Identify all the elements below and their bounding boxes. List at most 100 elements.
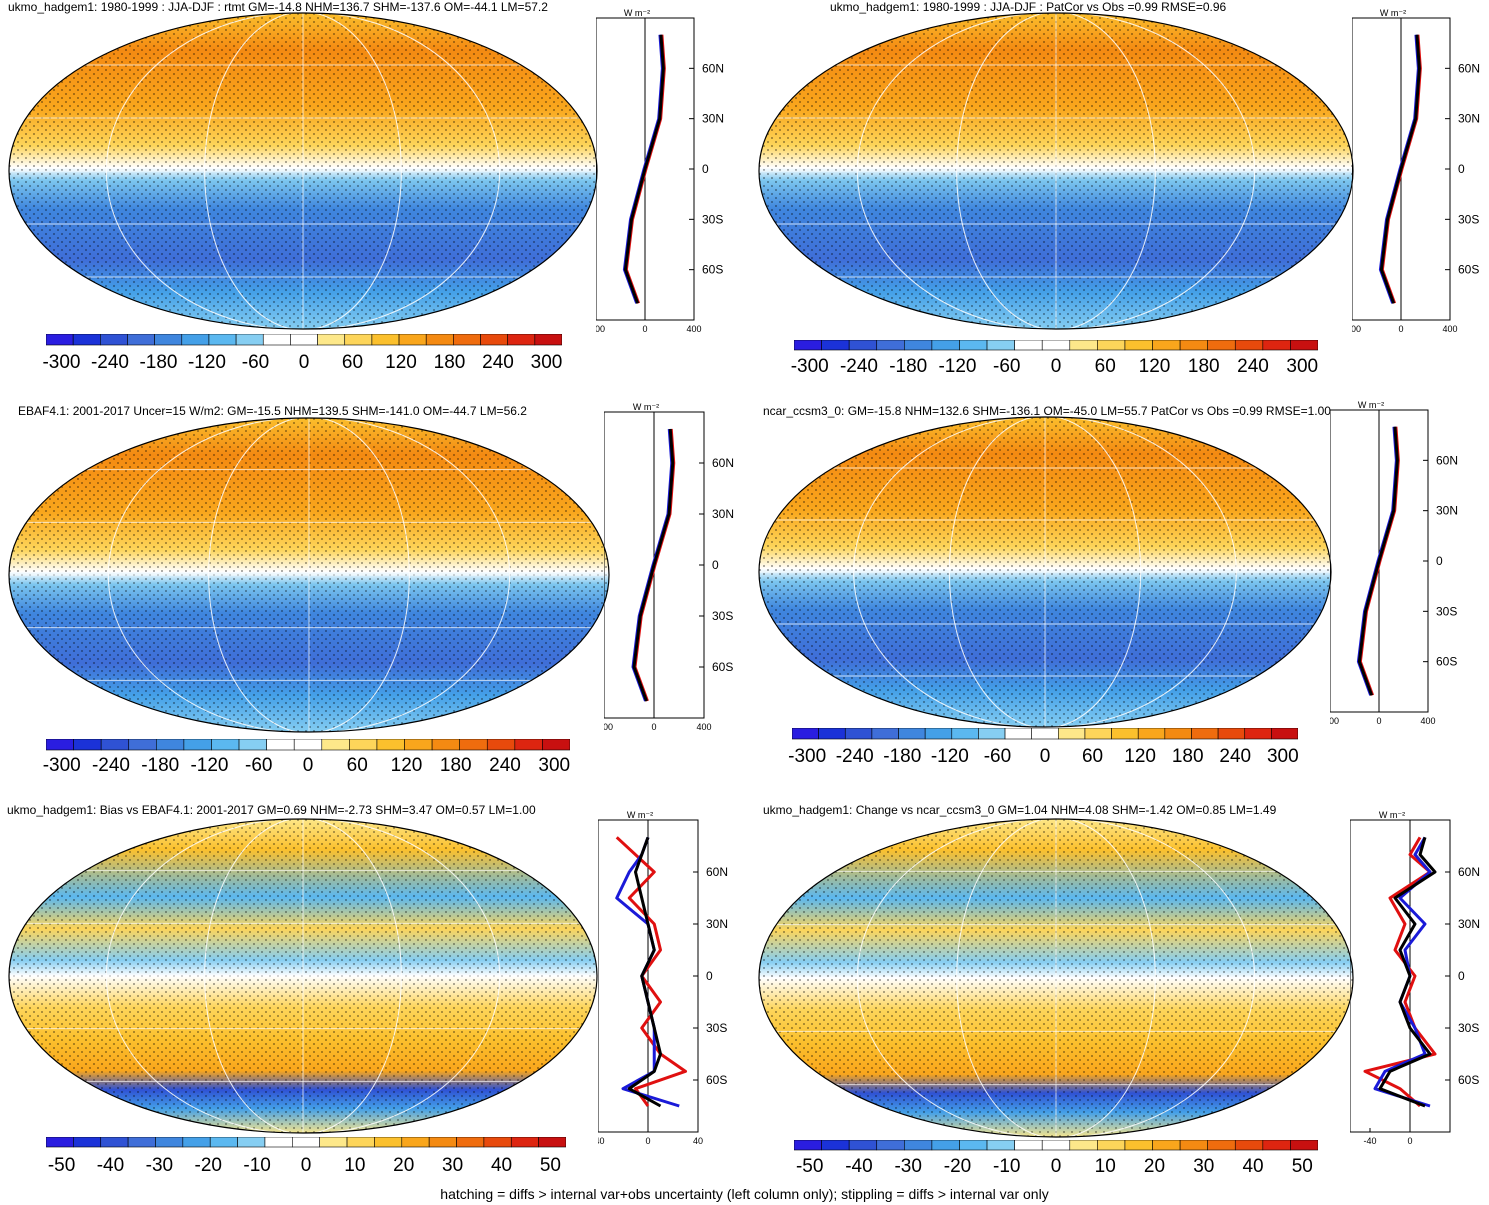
profile-lat-label: 60N xyxy=(712,456,734,470)
colorbar-tick-label: -300 xyxy=(788,746,827,767)
profile-lat-label: 0 xyxy=(702,162,709,176)
colorbar-tick-label: -180 xyxy=(883,746,922,767)
map-plot xyxy=(8,818,598,1134)
profile-x-label: 400 xyxy=(696,722,711,732)
profile-lat-label: 30N xyxy=(1458,917,1480,931)
colorbar-tick-label: 120 xyxy=(385,352,417,373)
profile-unit: W m⁻² xyxy=(624,8,650,18)
colorbar-tick-label: 240 xyxy=(1219,746,1252,767)
colorbar-tick-label: 60 xyxy=(341,352,364,373)
profile-lat-label: 30S xyxy=(1436,604,1457,618)
colorbar-tick-label: -20 xyxy=(943,1156,972,1177)
colorbar xyxy=(792,728,1298,740)
colorbar-tick-label: -240 xyxy=(90,352,129,373)
colorbar-tick-label: -240 xyxy=(839,356,878,377)
profile-lat-label: 60S xyxy=(702,263,723,277)
profile-lat-label: 60S xyxy=(1436,655,1457,669)
profile-x-label: -400 xyxy=(604,722,613,732)
profile-lat-label: 60S xyxy=(1458,263,1479,277)
panel-title: ukmo_hadgem1: Bias vs EBAF4.1: 2001-2017… xyxy=(7,803,536,817)
colorbar-tick-label: 60 xyxy=(346,755,368,776)
colorbar-tick-label: 120 xyxy=(1138,356,1171,377)
profile-lat-label: 30N xyxy=(702,112,724,126)
colorbar-tick-label: 20 xyxy=(393,1155,415,1176)
map-plot xyxy=(758,12,1354,330)
colorbar-tick-label: -120 xyxy=(930,746,969,767)
colorbar-tick-label: -40 xyxy=(96,1155,125,1176)
colorbar-tick-label: 50 xyxy=(539,1155,561,1176)
profile-x-label: 0 xyxy=(1407,1136,1412,1146)
colorbar-tick-label: 180 xyxy=(433,352,466,373)
colorbar-tick-label: 60 xyxy=(1094,356,1116,377)
map-plot xyxy=(8,12,598,330)
colorbar-tick-label: -120 xyxy=(187,352,226,373)
profile-lat-label: 30S xyxy=(1458,212,1479,226)
colorbar xyxy=(794,340,1318,351)
colorbar-tick-label: 0 xyxy=(1039,746,1051,767)
colorbar-tick-label: 180 xyxy=(439,755,472,776)
colorbar-tick-label: -180 xyxy=(889,356,928,377)
profile-line-ref xyxy=(1356,426,1398,696)
colorbar-tick-label: -60 xyxy=(993,356,1021,377)
profile-lat-label: 30N xyxy=(712,507,734,521)
colorbar-tick-label: -120 xyxy=(190,755,229,776)
colorbar-tick-label: -10 xyxy=(993,1156,1021,1177)
profile-lat-label: 60N xyxy=(702,61,724,75)
profile-line-ref xyxy=(631,428,674,702)
zonal-profile: W m⁻² 60N 30N 0 30S 60S -400 0 400 xyxy=(604,402,734,732)
colorbar-tick-label: 30 xyxy=(442,1155,464,1176)
profile-line-model xyxy=(1379,34,1421,304)
colorbar-tick-label: 0 xyxy=(1050,356,1062,377)
profile-x-label: 0 xyxy=(1398,324,1403,334)
profile-lat-label: 60N xyxy=(706,865,728,879)
colorbar-tick-label: 40 xyxy=(1242,1156,1264,1177)
profile-x-label: 400 xyxy=(1420,716,1435,726)
colorbar-tick-label: -50 xyxy=(47,1155,76,1176)
profile-x-label: 40 xyxy=(693,1136,703,1146)
profile-x-label: -400 xyxy=(1352,324,1361,334)
colorbar-tick-label: 240 xyxy=(482,352,514,373)
colorbar-tick-label: 30 xyxy=(1193,1156,1215,1177)
colorbar-tick-label: -180 xyxy=(139,352,178,373)
panel-title: ukmo_hadgem1: 1980-1999 : JJA-DJF : rtmt… xyxy=(8,0,548,14)
profile-unit: W m⁻² xyxy=(627,810,653,820)
colorbar xyxy=(46,334,562,346)
profile-line-ref xyxy=(1378,34,1420,304)
zonal-profile: W m⁻² 60N 30N 0 30S 60S -400 0 400 xyxy=(1330,400,1458,726)
profile-lat-label: 60N xyxy=(1436,453,1458,467)
colorbar-tick-label: 300 xyxy=(1286,356,1319,377)
profile-lat-label: 60S xyxy=(712,660,733,674)
profile-line-ref xyxy=(622,34,664,304)
colorbar-tick-label: 10 xyxy=(344,1155,366,1176)
profile-lat-label: 30S xyxy=(702,212,723,226)
colorbar-tick-label: 300 xyxy=(538,755,571,776)
colorbar-tick-label: 240 xyxy=(489,755,521,776)
profile-unit: W m⁻² xyxy=(1358,400,1384,410)
profile-lat-label: 30N xyxy=(1436,504,1458,518)
profile-lat-label: 30S xyxy=(712,609,733,623)
colorbar-tick-label: -300 xyxy=(790,356,829,377)
map-plot xyxy=(758,818,1354,1138)
profile-lat-label: 60N xyxy=(1458,865,1480,879)
colorbar-tick-label: -10 xyxy=(243,1155,271,1176)
colorbar-tick-label: -60 xyxy=(983,746,1012,767)
colorbar-tick-label: 10 xyxy=(1094,1156,1116,1177)
colorbar-tick-label: 300 xyxy=(530,352,563,373)
zonal-profile: W m⁻² 60N 30N 0 30S 60S -400 0 400 xyxy=(1352,8,1480,334)
colorbar-tick-label: -60 xyxy=(245,755,273,776)
colorbar-tick-label: 50 xyxy=(1291,1156,1313,1177)
profile-line-model xyxy=(623,34,665,304)
profile-x-label: 0 xyxy=(651,722,656,732)
colorbar-tick-label: 0 xyxy=(1050,1156,1062,1177)
profile-lat-label: 30S xyxy=(706,1021,727,1035)
profile-line-model xyxy=(627,836,662,1108)
colorbar-tick-label: -50 xyxy=(795,1156,824,1177)
panel-title: ukmo_hadgem1: 1980-1999 : JJA-DJF : PatC… xyxy=(830,0,1227,14)
map-plot xyxy=(758,416,1332,728)
profile-x-label: 0 xyxy=(642,324,647,334)
zonal-profile: W m⁻² 60N 30N 0 30S 60S -40 0 xyxy=(1350,810,1480,1146)
colorbar-tick-label: -180 xyxy=(141,755,180,776)
colorbar-tick-label: 300 xyxy=(1266,746,1299,767)
profile-line-model xyxy=(1357,426,1399,696)
profile-x-label: 0 xyxy=(645,1136,650,1146)
